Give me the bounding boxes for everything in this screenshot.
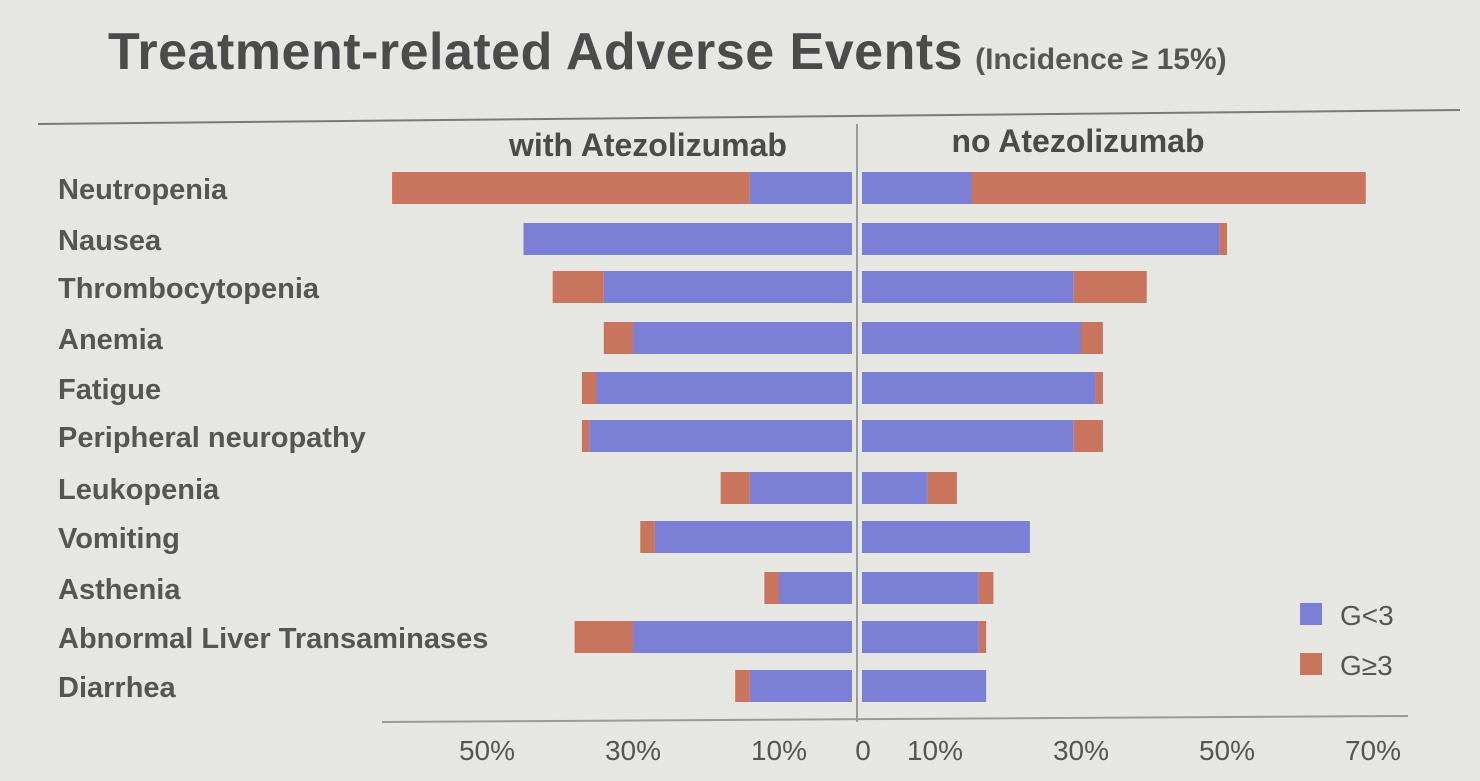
bar-with-atezolizumab-g-ge-3 bbox=[392, 172, 750, 204]
chart-title: Treatment-related Adverse Events bbox=[108, 23, 964, 81]
category-label: Nausea bbox=[58, 225, 162, 257]
bar-no-atezolizumab-g-ge-3 bbox=[978, 621, 987, 653]
bar-with-atezolizumab-g-lt-3 bbox=[779, 572, 852, 604]
bar-no-atezolizumab-g-lt-3 bbox=[862, 472, 928, 504]
bar-no-atezolizumab-g-lt-3 bbox=[862, 521, 1030, 553]
x-tick-label: 10% bbox=[751, 735, 807, 766]
bar-no-atezolizumab-g-ge-3 bbox=[1219, 223, 1227, 255]
bar-with-atezolizumab-g-lt-3 bbox=[749, 172, 852, 204]
bar-no-atezolizumab-g-ge-3 bbox=[978, 572, 994, 604]
bar-no-atezolizumab-g-lt-3 bbox=[862, 670, 987, 702]
x-axis-line bbox=[381, 715, 1409, 723]
chart-subtitle: (Incidence ≥ 15%) bbox=[975, 43, 1227, 76]
legend-swatch-g-ge-3 bbox=[1300, 653, 1322, 675]
bar-no-atezolizumab-g-lt-3 bbox=[862, 621, 979, 653]
category-label: Peripheral neuropathy bbox=[58, 422, 366, 454]
category-label: Diarrhea bbox=[58, 672, 177, 704]
bar-no-atezolizumab-g-ge-3 bbox=[1073, 271, 1147, 303]
x-tick-label: 0 bbox=[855, 735, 871, 766]
bar-with-atezolizumab-g-lt-3 bbox=[654, 521, 852, 553]
bar-no-atezolizumab-g-lt-3 bbox=[862, 372, 1096, 404]
category-label: Fatigue bbox=[58, 374, 161, 406]
legend-swatch-g-lt-3 bbox=[1300, 603, 1322, 625]
category-label: Abnormal Liver Transaminases bbox=[58, 623, 488, 655]
bar-no-atezolizumab-g-ge-3 bbox=[1095, 372, 1103, 404]
bar-with-atezolizumab-g-lt-3 bbox=[523, 223, 852, 255]
bar-with-atezolizumab-g-ge-3 bbox=[574, 621, 633, 653]
category-label: Anemia bbox=[58, 324, 164, 356]
bar-with-atezolizumab-g-lt-3 bbox=[633, 621, 852, 653]
x-tick-label: 30% bbox=[1053, 735, 1109, 766]
bar-with-atezolizumab-g-lt-3 bbox=[589, 420, 852, 452]
bar-with-atezolizumab-g-lt-3 bbox=[749, 670, 852, 702]
bar-with-atezolizumab-g-ge-3 bbox=[581, 420, 590, 452]
category-label: Asthenia bbox=[58, 574, 181, 606]
bar-with-atezolizumab-g-lt-3 bbox=[633, 322, 852, 354]
bar-with-atezolizumab-g-lt-3 bbox=[749, 472, 852, 504]
category-label: Leukopenia bbox=[58, 474, 220, 506]
bar-with-atezolizumab-g-ge-3 bbox=[764, 572, 779, 604]
bar-no-atezolizumab-g-lt-3 bbox=[862, 172, 972, 204]
panel-header-right: no Atezolizumab bbox=[951, 123, 1204, 159]
bar-no-atezolizumab-g-lt-3 bbox=[862, 223, 1220, 255]
x-tick-label: 70% bbox=[1345, 735, 1401, 766]
bar-with-atezolizumab-g-lt-3 bbox=[596, 372, 852, 404]
category-label: Neutropenia bbox=[58, 174, 228, 206]
legend-label-g-ge-3: G≥3 bbox=[1340, 650, 1393, 681]
bar-with-atezolizumab-g-ge-3 bbox=[603, 322, 633, 354]
bars bbox=[392, 172, 1366, 702]
bar-with-atezolizumab-g-ge-3 bbox=[581, 372, 597, 404]
bar-no-atezolizumab-g-lt-3 bbox=[862, 271, 1074, 303]
bar-no-atezolizumab-g-lt-3 bbox=[862, 322, 1081, 354]
panel-header-left: with Atezolizumab bbox=[508, 127, 787, 163]
x-axis-ticks: 50% 30% 10% 0 10% 30% 50% 70% bbox=[459, 735, 1401, 766]
bar-no-atezolizumab-g-ge-3 bbox=[1081, 322, 1103, 354]
bar-no-atezolizumab-g-ge-3 bbox=[971, 172, 1366, 204]
category-label: Thrombocytopenia bbox=[58, 273, 320, 305]
bar-with-atezolizumab-g-ge-3 bbox=[720, 472, 750, 504]
x-tick-label: 50% bbox=[459, 735, 515, 766]
bar-no-atezolizumab-g-lt-3 bbox=[862, 420, 1074, 452]
x-tick-label: 10% bbox=[907, 735, 963, 766]
x-tick-label: 50% bbox=[1199, 735, 1255, 766]
bar-with-atezolizumab-g-ge-3 bbox=[640, 521, 655, 553]
bar-with-atezolizumab-g-ge-3 bbox=[552, 271, 604, 303]
title-underline bbox=[37, 109, 1461, 125]
x-tick-label: 30% bbox=[605, 735, 661, 766]
legend-label-g-lt-3: G<3 bbox=[1340, 600, 1394, 631]
bar-with-atezolizumab-g-lt-3 bbox=[603, 271, 852, 303]
legend: G<3 G≥3 bbox=[1300, 600, 1394, 681]
bar-no-atezolizumab-g-lt-3 bbox=[862, 572, 979, 604]
title-row: Treatment-related Adverse Events (Inciden… bbox=[108, 22, 1227, 82]
category-labels: Neutropenia Nausea Thrombocytopenia Anemia F… bbox=[58, 174, 488, 704]
bar-no-atezolizumab-g-ge-3 bbox=[927, 472, 957, 504]
bar-with-atezolizumab-g-ge-3 bbox=[735, 670, 750, 702]
category-label: Vomiting bbox=[58, 523, 180, 555]
bar-no-atezolizumab-g-ge-3 bbox=[1073, 420, 1103, 452]
